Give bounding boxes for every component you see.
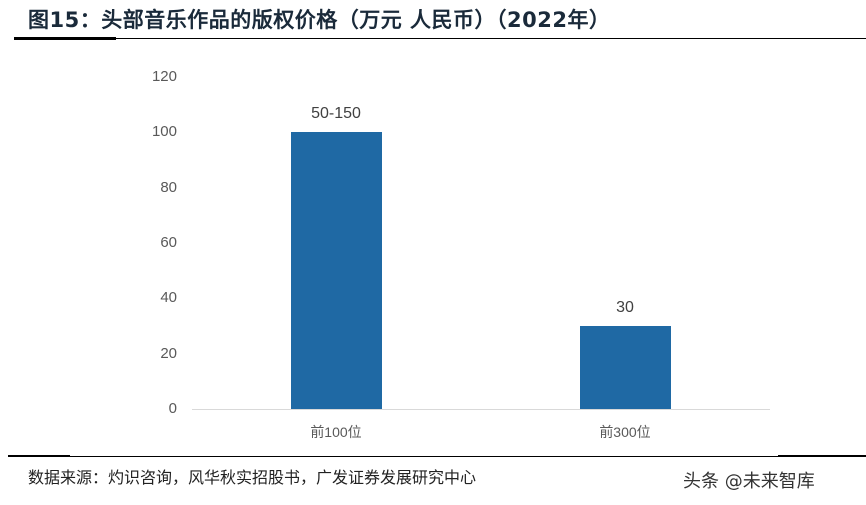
x-axis-line [192, 409, 770, 410]
x-tick-label: 前300位 [599, 424, 651, 440]
y-tick-label: 40 [160, 289, 177, 306]
bar-top100 [291, 132, 382, 409]
y-tick-label: 80 [160, 179, 177, 196]
y-tick-label: 0 [168, 400, 177, 417]
title-rule-thin [116, 38, 866, 39]
y-tick-label: 100 [151, 123, 177, 140]
bar-top300 [580, 326, 671, 409]
figure-title: 图15：头部音乐作品的版权价格（万元 人民币）（2022年） [28, 8, 611, 32]
y-tick-label: 20 [160, 345, 177, 362]
y-tick-label: 120 [151, 68, 177, 85]
data-label-top300: 30 [616, 299, 634, 316]
y-tick-label: 60 [160, 234, 177, 251]
footer-rule-thick-left [8, 455, 70, 457]
data-label-top100: 50-150 [311, 105, 361, 122]
watermark: 头条 @未来智库 [683, 471, 815, 492]
footer-rule-thin [70, 456, 778, 457]
footer-rule-thick-right [778, 455, 866, 457]
data-source-note: 数据来源：灼识咨询，风华秋实招股书，广发证券发展研究中心 [28, 468, 477, 487]
title-rule-thick [14, 37, 116, 40]
x-tick-label: 前100位 [310, 424, 362, 440]
